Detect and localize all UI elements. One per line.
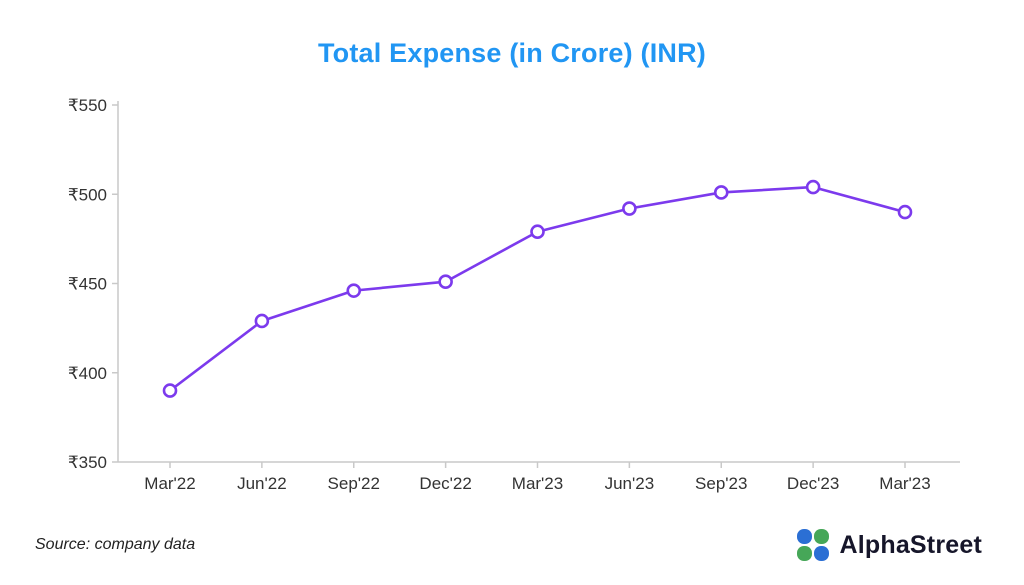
svg-text:₹500: ₹500 <box>68 185 107 204</box>
svg-text:Dec'22: Dec'22 <box>419 474 471 493</box>
svg-text:₹400: ₹400 <box>68 364 107 383</box>
chart-canvas: ₹350 ₹400 ₹450 ₹500 ₹550 Mar'22 Jun'22 Sep'22 De… <box>68 96 960 493</box>
line-chart: ₹350 ₹400 ₹450 ₹500 ₹550 Mar'22 Jun'22 Sep'22 De… <box>0 80 1024 510</box>
svg-text:₹550: ₹550 <box>68 96 107 115</box>
svg-text:Dec'23: Dec'23 <box>787 474 839 493</box>
svg-text:Sep'22: Sep'22 <box>328 474 380 493</box>
brand-name: AlphaStreet <box>839 530 982 559</box>
chart-footer: Source: company data AlphaStreet <box>0 523 1024 567</box>
svg-text:₹350: ₹350 <box>68 453 107 472</box>
svg-text:₹450: ₹450 <box>68 275 107 294</box>
svg-text:Mar'23: Mar'23 <box>879 474 930 493</box>
alphastreet-clover-icon <box>796 528 830 562</box>
brand-logo: AlphaStreet <box>796 528 982 562</box>
source-note: Source: company data <box>35 536 196 553</box>
svg-text:Sep'23: Sep'23 <box>695 474 747 493</box>
chart-title: Total Expense (in Crore) (INR) <box>317 38 707 68</box>
svg-text:Mar'23: Mar'23 <box>512 474 563 493</box>
svg-text:Jun'22: Jun'22 <box>237 474 287 493</box>
svg-text:Mar'22: Mar'22 <box>144 474 195 493</box>
svg-text:Jun'23: Jun'23 <box>605 474 655 493</box>
